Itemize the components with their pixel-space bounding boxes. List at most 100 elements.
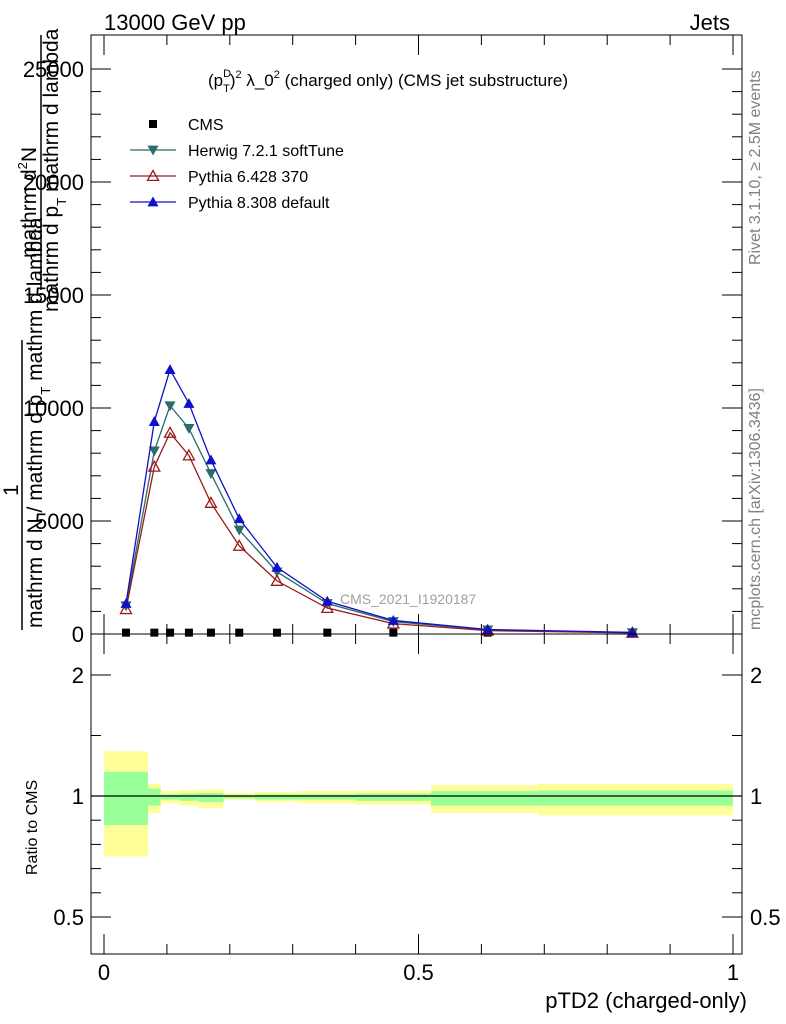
ratio-x-ticks: 0 0.5 1 [98, 634, 739, 985]
ylabel-one: 1 [0, 484, 23, 496]
series-point-1 [233, 525, 245, 536]
series-point-3 [482, 623, 494, 634]
main-ytick-label: 15000 [23, 283, 84, 308]
watermark: CMS_2021_I1920187 [340, 591, 476, 607]
series-point-2 [163, 426, 177, 438]
series-point-2 [119, 602, 133, 615]
title-tail: (charged only) (CMS jet substructure) [280, 71, 568, 90]
series-point-2 [147, 459, 161, 472]
ratio-ytick-label-right: 1 [750, 784, 762, 809]
legend-label: CMS [188, 117, 224, 134]
ratio-panel: 0.5 0.5 1 1 2 2 0 0.5 1 Ratio to CMS pTD2 (char… [24, 633, 781, 1013]
main-x-ticks [103, 35, 734, 634]
ratio-stat-band [298, 794, 356, 800]
main-ytick-label: 10000 [23, 396, 84, 421]
ratio-ytick-label-left: 1 [72, 784, 84, 809]
title-lambda: λ_0 [242, 71, 274, 90]
series-point-1 [148, 446, 160, 457]
series-point-3 [321, 595, 333, 606]
ylabel-bot-a: mathrm d N / mathrm d p [24, 395, 47, 628]
series-point-1 [164, 401, 176, 412]
series-point-2 [320, 601, 334, 614]
series-point-2 [182, 448, 196, 461]
ylabel-top: mathrm d2N [15, 147, 41, 258]
legend-label: Pythia 6.428 370 [188, 169, 308, 186]
series-point-0 [323, 628, 332, 637]
ratio-ytick-label-left: 2 [72, 663, 84, 688]
series-point-2 [270, 574, 284, 586]
ylabel-mid: mathrm d pT mathrm d lambda [40, 28, 69, 312]
ratio-stat-band [160, 794, 180, 800]
ratio-ytick-label-right: 2 [750, 663, 762, 688]
series-point-3 [183, 397, 195, 408]
legend-label: Herwig 7.2.1 softTune [188, 143, 344, 160]
ylabel-mid-a: mathrm d p [40, 206, 63, 312]
series-point-2 [204, 496, 218, 508]
legend-marker [147, 145, 159, 156]
x-axis-label: pTD2 (charged-only) [545, 988, 747, 1013]
ratio-y-ticks: 0.5 0.5 1 1 2 2 [53, 663, 780, 930]
ratio-stat-band [431, 791, 539, 806]
series-point-3 [233, 513, 245, 524]
ratio-stat-band [355, 793, 432, 801]
ylabel-bot-sub: T [38, 387, 53, 395]
series-point-0 [272, 628, 281, 637]
ylabel-mid-sub: T [54, 198, 69, 206]
ratio-stat-band [148, 788, 161, 806]
series-point-3 [164, 364, 176, 374]
ratio-stat-band [538, 790, 733, 806]
main-y-label: mathrm d2N mathrm d pT mathrm d lambda 1… [0, 28, 69, 630]
main-panel: 0 5000 10000 15000 20000 25000 CMS_2021_I1920… [0, 28, 743, 647]
xtick-label: 0.5 [403, 960, 434, 985]
main-ytick-label: 5000 [35, 509, 84, 534]
ylabel-bot-b: mathrm d lambda [24, 217, 47, 387]
title-sup-2: 2 [235, 69, 241, 81]
series-point-3 [148, 416, 160, 426]
ratio-bands [104, 751, 733, 857]
series-line-2 [125, 431, 633, 634]
series-point-2 [232, 539, 246, 551]
plot-title: (pD T)2 λ_02 (charged only) (CMS jet subs… [208, 68, 568, 95]
series-point-3 [205, 454, 217, 465]
ratio-ytick-label-left: 0.5 [53, 905, 84, 930]
ylabel-bottom: mathrm d N / mathrm d pT mathrm d lambda [24, 217, 53, 628]
ylabel-mid-b: mathrm d lambda [40, 28, 63, 198]
ratio-plot-frame [90, 633, 743, 955]
main-series-group [119, 364, 639, 639]
ratio-ytick-label-right: 0.5 [750, 905, 781, 930]
series-point-0 [235, 628, 244, 637]
rivet-label: Rivet 3.1.10, ≥ 2.5M events [747, 70, 764, 265]
series-point-3 [120, 597, 132, 608]
ratio-stat-band [223, 794, 255, 799]
series-point-1 [205, 469, 217, 480]
header-right: Jets [690, 10, 730, 35]
header-left: 13000 GeV pp [104, 10, 246, 35]
series-point-3 [271, 561, 283, 572]
title-sup-3: 2 [274, 69, 280, 81]
xtick-label: 0 [98, 960, 110, 985]
title-mid: ) [230, 71, 236, 90]
legend-label: Pythia 8.308 default [188, 195, 330, 212]
ratio-y-label: Ratio to CMS [24, 780, 41, 875]
series-point-0 [166, 628, 175, 637]
title-sup-d: D [223, 68, 231, 80]
main-ytick-label: 20000 [23, 170, 84, 195]
series-point-0 [150, 628, 159, 637]
main-ytick-label: 0 [72, 622, 84, 647]
legend: CMS Herwig 7.2.1 softTune Pythia 6.428 370… [130, 117, 344, 212]
series-point-0 [122, 628, 131, 637]
mcplots-label: mcplots.cern.ch [arXiv:1306.3436] [747, 388, 764, 630]
series-point-0 [206, 628, 215, 637]
main-y-ticks: 0 5000 10000 15000 20000 25000 [23, 57, 742, 647]
title-open: (p [208, 71, 223, 90]
series-point-0 [389, 628, 398, 637]
legend-marker [147, 196, 159, 207]
series-point-0 [184, 628, 193, 637]
main-ytick-label: 25000 [23, 57, 84, 82]
series-point-1 [183, 423, 195, 434]
legend-marker [146, 169, 160, 182]
series-point-3 [387, 614, 399, 625]
ratio-stat-band [254, 794, 299, 800]
ratio-stat-band [198, 792, 224, 803]
